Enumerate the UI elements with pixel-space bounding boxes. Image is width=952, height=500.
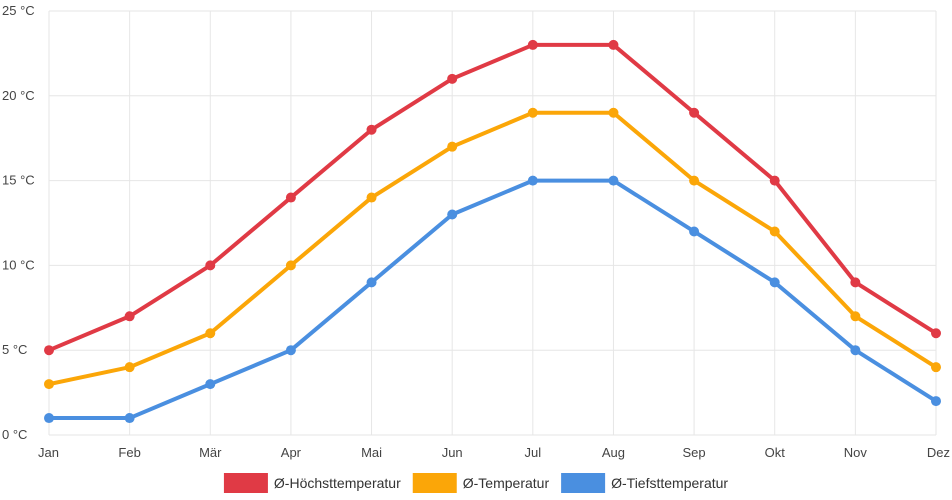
y-tick-label: 0 °C (2, 427, 27, 442)
legend-swatch (223, 473, 268, 493)
legend-label[interactable]: Ø-Temperatur (463, 475, 550, 491)
y-axis: 0 °C 5 °C 10 °C 15 °C 20 °C 25 °C (2, 3, 35, 442)
legend-swatch (561, 473, 606, 493)
data-point[interactable] (608, 39, 619, 50)
data-point[interactable] (285, 345, 296, 356)
series-line (47, 42, 938, 353)
y-tick-label: 5 °C (2, 342, 27, 357)
data-point[interactable] (285, 260, 296, 271)
data-point[interactable] (850, 277, 861, 288)
data-point[interactable] (44, 345, 54, 356)
x-tick-label: Apr (281, 445, 302, 460)
data-point[interactable] (689, 107, 700, 118)
x-tick-label: Jul (525, 445, 542, 460)
data-point[interactable] (447, 141, 458, 152)
data-point[interactable] (366, 124, 377, 135)
data-point[interactable] (769, 175, 780, 186)
data-point[interactable] (608, 107, 619, 118)
legend: Ø-Höchsttemperatur Ø-Temperatur Ø-Tiefstte… (223, 473, 728, 493)
legend-label[interactable]: Ø-Höchsttemperatur (274, 475, 401, 491)
data-point[interactable] (850, 311, 861, 322)
data-point[interactable] (205, 260, 216, 271)
x-tick-label: Jun (442, 445, 463, 460)
y-tick-label: 20 °C (2, 88, 35, 103)
y-tick-label: 15 °C (2, 173, 35, 188)
data-point[interactable] (769, 226, 780, 237)
data-point[interactable] (124, 311, 135, 322)
data-point[interactable] (527, 39, 538, 50)
legend-label[interactable]: Ø-Tiefsttemperatur (611, 475, 728, 491)
data-point[interactable] (447, 209, 458, 220)
x-tick-label: Dez (927, 445, 950, 460)
data-point[interactable] (44, 413, 54, 424)
data-point[interactable] (285, 192, 296, 203)
data-point[interactable] (527, 175, 538, 186)
x-tick-label: Aug (602, 445, 625, 460)
series-group (44, 39, 941, 424)
data-point[interactable] (366, 277, 377, 288)
x-tick-label: Okt (765, 445, 786, 460)
x-tick-label: Mai (361, 445, 382, 460)
data-point[interactable] (850, 345, 861, 356)
y-tick-label: 10 °C (2, 257, 35, 272)
x-tick-label: Jan (38, 445, 59, 460)
data-point[interactable] (366, 192, 377, 203)
grid-lines (48, 10, 937, 436)
data-point[interactable] (527, 107, 538, 118)
data-point[interactable] (205, 379, 216, 390)
x-tick-label: Sep (683, 445, 706, 460)
x-tick-label: Feb (118, 445, 140, 460)
data-point[interactable] (447, 73, 458, 84)
data-point[interactable] (608, 175, 619, 186)
y-tick-label: 25 °C (2, 3, 35, 18)
legend-swatch (412, 473, 457, 493)
data-point[interactable] (931, 396, 941, 407)
data-point[interactable] (124, 413, 135, 424)
x-tick-label: Nov (844, 445, 868, 460)
data-point[interactable] (689, 175, 700, 186)
data-point[interactable] (931, 362, 941, 373)
data-point[interactable] (124, 362, 135, 373)
data-point[interactable] (44, 379, 54, 390)
data-point[interactable] (205, 328, 216, 339)
x-tick-label: Mär (199, 445, 222, 460)
series-line (47, 178, 938, 421)
data-point[interactable] (931, 328, 941, 339)
data-point[interactable] (689, 226, 700, 237)
data-point[interactable] (769, 277, 780, 288)
x-axis: Jan Feb Mär Apr Mai Jun Jul Aug Sep Okt Nov Dez (38, 445, 950, 460)
series-line (47, 110, 938, 387)
